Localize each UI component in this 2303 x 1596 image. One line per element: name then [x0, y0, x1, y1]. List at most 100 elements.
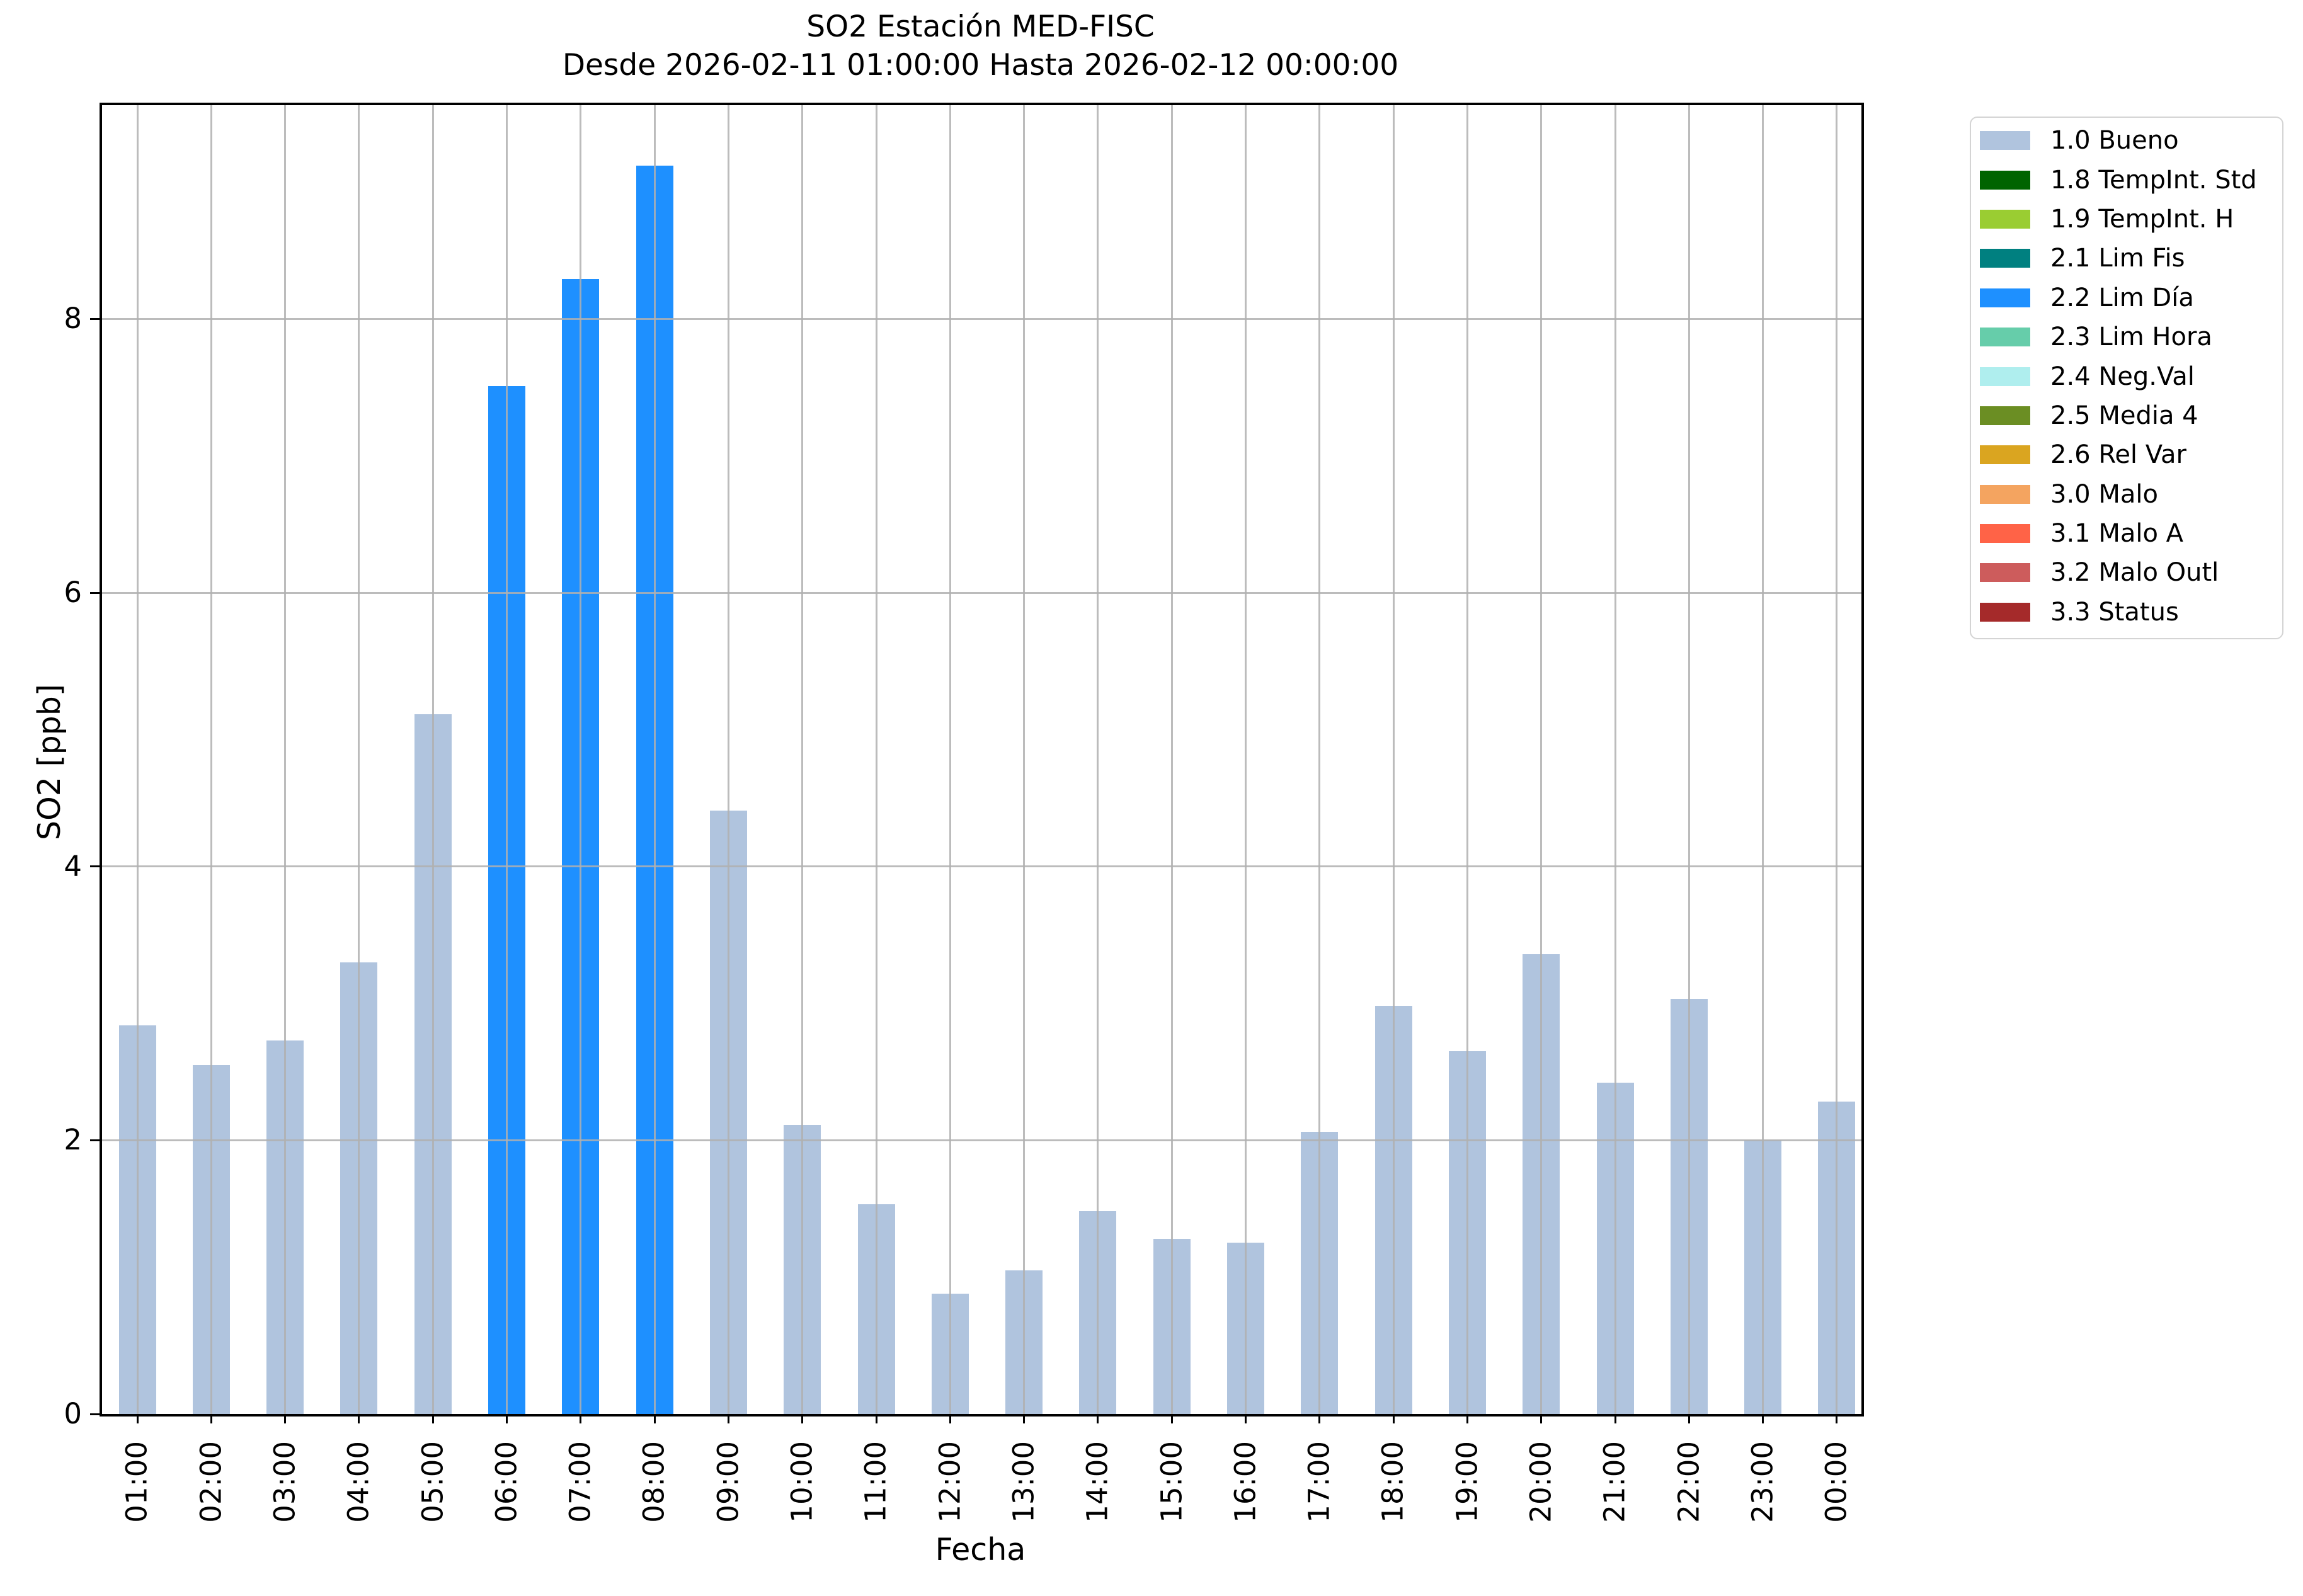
x-tick-15:00	[1170, 1414, 1173, 1423]
x-tick-22:00	[1688, 1414, 1690, 1423]
x-tick-label-18:00: 18:00	[1376, 1441, 1410, 1523]
x-tick-23:00	[1762, 1414, 1764, 1423]
x-tick-label-19:00: 19:00	[1450, 1441, 1484, 1523]
x-tick-13:00	[1023, 1414, 1026, 1423]
x-tick-12:00	[949, 1414, 951, 1423]
legend-item-2.3-Lim-Hora: 2.3 Lim Hora	[1971, 317, 2282, 356]
x-tick-label-21:00: 21:00	[1598, 1441, 1632, 1523]
x-tick-17:00	[1318, 1414, 1321, 1423]
legend-swatch	[1980, 367, 2030, 386]
chart-title: SO2 Estación MED-FISC	[806, 9, 1155, 44]
gridline-x-01:00	[136, 103, 139, 1414]
gridline-x-17:00	[1318, 103, 1321, 1414]
chart-subtitle: Desde 2026-02-11 01:00:00 Hasta 2026-02-…	[562, 48, 1399, 83]
x-tick-label-22:00: 22:00	[1672, 1441, 1706, 1523]
spine-bottom	[100, 1414, 1861, 1416]
gridline-x-02:00	[210, 103, 212, 1414]
legend-item-2.4-Neg.Val: 2.4 Neg.Val	[1971, 356, 2282, 396]
spine-left	[100, 103, 102, 1416]
legend-swatch	[1980, 131, 2030, 151]
legend-label: 2.2 Lim Día	[2050, 283, 2194, 312]
gridline-y-8	[100, 317, 1861, 320]
x-tick-label-07:00: 07:00	[563, 1441, 597, 1523]
gridline-x-22:00	[1688, 103, 1690, 1414]
x-tick-label-00:00: 00:00	[1819, 1441, 1853, 1523]
y-tick-label-2: 2	[64, 1123, 82, 1157]
legend-item-3.3-Status: 3.3 Status	[1971, 593, 2282, 632]
legend-item-2.2-Lim-D-a: 2.2 Lim Día	[1971, 278, 2282, 317]
legend-swatch	[1980, 328, 2030, 347]
x-tick-03:00	[284, 1414, 287, 1423]
x-tick-00:00	[1836, 1414, 1838, 1423]
x-tick-16:00	[1245, 1414, 1247, 1423]
x-tick-08:00	[653, 1414, 656, 1423]
gridline-x-15:00	[1170, 103, 1173, 1414]
x-tick-05:00	[431, 1414, 434, 1423]
spine-right	[1861, 103, 1864, 1416]
x-tick-label-08:00: 08:00	[637, 1441, 671, 1523]
legend-item-1.8-TempInt.-Std: 1.8 TempInt. Std	[1971, 160, 2282, 199]
plot-area	[100, 103, 1864, 1416]
legend-item-2.5-Media-4: 2.5 Media 4	[1971, 396, 2282, 435]
gridline-y-4	[100, 865, 1861, 868]
x-tick-label-20:00: 20:00	[1524, 1441, 1558, 1523]
legend-label: 2.6 Rel Var	[2050, 440, 2186, 470]
gridline-x-00:00	[1836, 103, 1838, 1414]
y-tick-label-4: 4	[64, 849, 82, 883]
legend-item-2.6-Rel-Var: 2.6 Rel Var	[1971, 435, 2282, 474]
x-tick-14:00	[1097, 1414, 1099, 1423]
y-tick-2	[90, 1139, 100, 1141]
gridline-x-20:00	[1540, 103, 1543, 1414]
x-tick-label-10:00: 10:00	[785, 1441, 819, 1523]
legend-swatch	[1980, 602, 2030, 622]
gridline-x-11:00	[875, 103, 877, 1414]
y-tick-8	[90, 317, 100, 320]
gridline-y-6	[100, 591, 1861, 594]
legend-label: 1.8 TempInt. Std	[2050, 165, 2257, 195]
y-tick-label-0: 0	[64, 1397, 82, 1430]
x-tick-label-04:00: 04:00	[341, 1441, 375, 1523]
y-tick-0	[90, 1413, 100, 1415]
legend-label: 2.3 Lim Hora	[2050, 322, 2212, 352]
x-tick-label-16:00: 16:00	[1228, 1441, 1262, 1523]
gridline-x-04:00	[358, 103, 360, 1414]
legend-item-1.9-TempInt.-H: 1.9 TempInt. H	[1971, 200, 2282, 239]
x-tick-01:00	[136, 1414, 139, 1423]
x-tick-21:00	[1614, 1414, 1616, 1423]
gridline-x-03:00	[284, 103, 287, 1414]
legend: 1.0 Bueno 1.8 TempInt. Std 1.9 TempInt. H 2…	[1970, 117, 2283, 639]
legend-label: 3.2 Malo Outl	[2050, 558, 2219, 588]
gridline-x-10:00	[801, 103, 804, 1414]
gridline-x-07:00	[580, 103, 582, 1414]
y-axis-label: SO2 [ppb]	[31, 684, 67, 840]
x-tick-07:00	[580, 1414, 582, 1423]
x-tick-label-05:00: 05:00	[416, 1441, 450, 1523]
x-tick-label-13:00: 13:00	[1007, 1441, 1041, 1523]
x-tick-label-06:00: 06:00	[489, 1441, 523, 1523]
x-tick-label-03:00: 03:00	[268, 1441, 302, 1523]
x-tick-09:00	[727, 1414, 729, 1423]
legend-swatch	[1980, 445, 2030, 465]
x-tick-label-01:00: 01:00	[120, 1441, 154, 1523]
x-tick-label-14:00: 14:00	[1080, 1441, 1114, 1523]
spine-top	[100, 103, 1861, 105]
legend-label: 2.4 Neg.Val	[2050, 362, 2195, 391]
legend-swatch	[1980, 524, 2030, 544]
legend-label: 3.1 Malo A	[2050, 519, 2184, 549]
gridline-x-12:00	[949, 103, 951, 1414]
gridline-x-09:00	[727, 103, 729, 1414]
x-tick-label-17:00: 17:00	[1302, 1441, 1336, 1523]
gridline-x-14:00	[1097, 103, 1099, 1414]
legend-label: 1.0 Bueno	[2050, 126, 2179, 156]
x-tick-19:00	[1466, 1414, 1468, 1423]
x-tick-label-23:00: 23:00	[1746, 1441, 1780, 1523]
gridline-x-21:00	[1614, 103, 1616, 1414]
legend-label: 3.0 Malo	[2050, 479, 2158, 509]
legend-swatch	[1980, 288, 2030, 307]
x-tick-10:00	[801, 1414, 804, 1423]
legend-label: 2.1 Lim Fis	[2050, 244, 2185, 273]
y-tick-label-6: 6	[64, 576, 82, 610]
x-tick-20:00	[1540, 1414, 1543, 1423]
legend-item-2.1-Lim-Fis: 2.1 Lim Fis	[1971, 239, 2282, 278]
